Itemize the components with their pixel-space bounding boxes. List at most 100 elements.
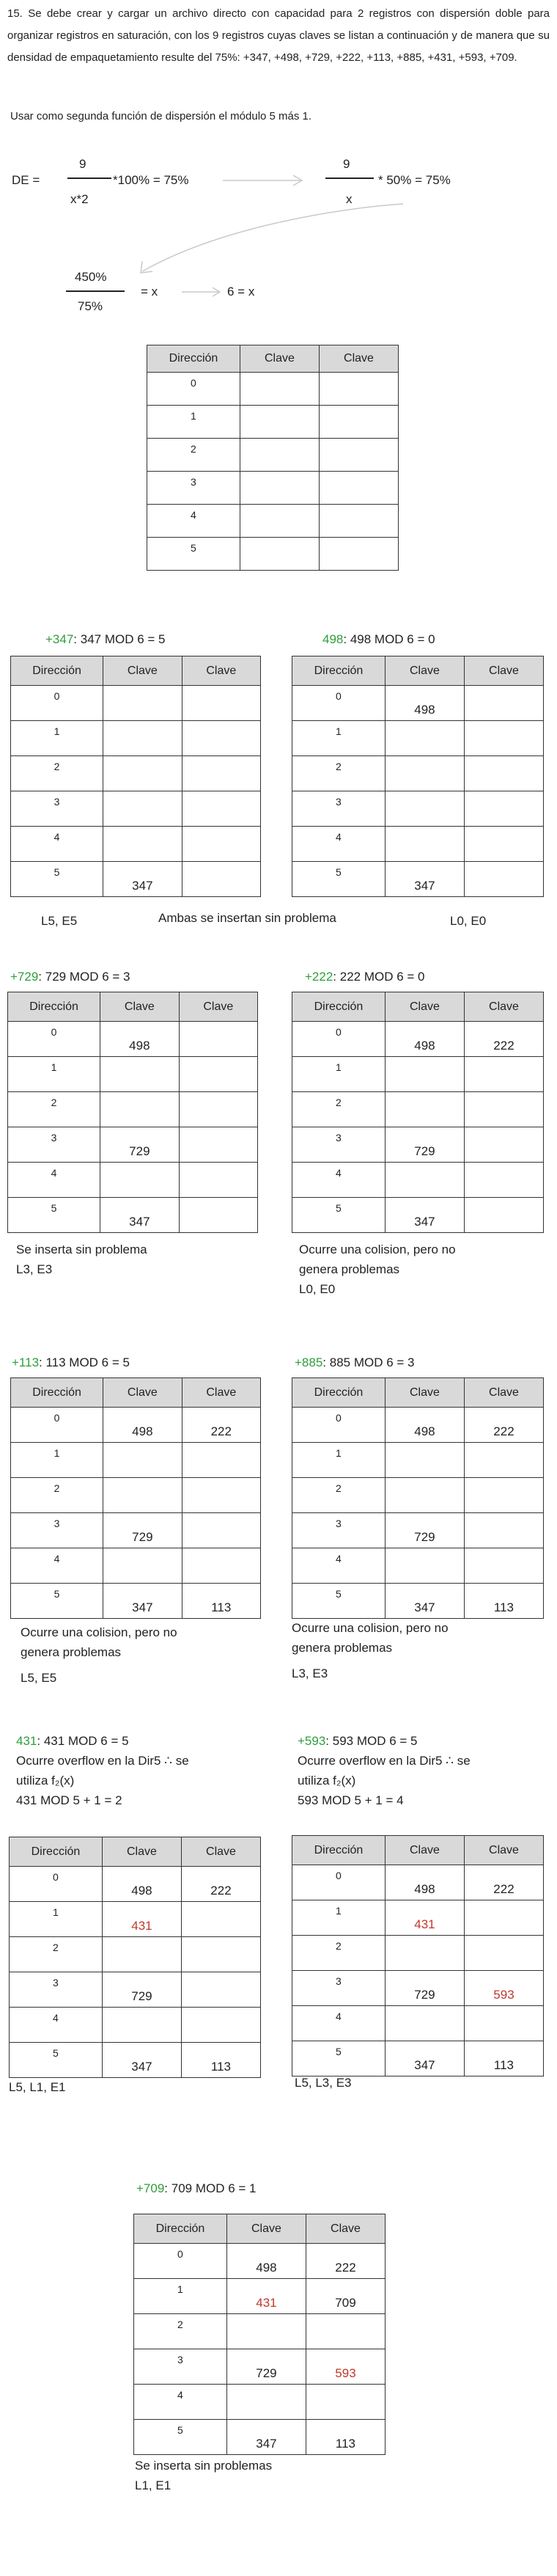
step-heading: +729: 729 MOD 6 = 3 [10, 970, 130, 984]
key-cell: 729 [226, 2349, 306, 2385]
key-cell [318, 405, 399, 439]
key-cell: 593 [463, 1970, 545, 2006]
key-cell: 498 [101, 1866, 182, 1902]
address-cell: 2 [133, 2313, 227, 2349]
table-row: 0 498 222 [10, 1407, 262, 1443]
key-cell [318, 372, 399, 406]
formula-rest1: *100% = 75% [113, 173, 189, 187]
key-cell: 347 [384, 1197, 465, 1233]
col-header-clave: Clave [463, 1835, 545, 1865]
col-header-direccion: Dirección [10, 1377, 104, 1408]
key-cell: 729 [384, 1512, 465, 1548]
address-cell: 0 [9, 1866, 103, 1902]
key-cell [463, 1477, 545, 1513]
key-cell [384, 1056, 465, 1092]
key-cell: 113 [463, 2041, 545, 2076]
address-cell: 4 [10, 826, 104, 862]
col-header-clave: Clave [226, 2214, 306, 2244]
table-row: 1 [7, 1056, 259, 1092]
key-cell [239, 372, 320, 406]
table-row: 4 [147, 504, 399, 538]
table-row: 2 [292, 755, 545, 791]
key-cell: 498 [103, 1407, 182, 1443]
key-cell [101, 2007, 182, 2043]
address-cell: 3 [292, 791, 386, 827]
table-row: 5 347 [292, 861, 545, 897]
key-cell [181, 1548, 262, 1584]
address-cell: 3 [133, 2349, 227, 2385]
table-row: 2 [292, 1477, 545, 1513]
col-header-clave: Clave [384, 1835, 465, 1865]
key-cell [100, 1056, 180, 1092]
col-header-clave: Clave [181, 1377, 262, 1408]
table-row: 4 [292, 2005, 545, 2041]
key-cell [384, 1162, 465, 1198]
key-cell [181, 826, 262, 862]
key-cell [100, 1162, 180, 1198]
step-note-block: Ocurre una colision, pero no genera probl… [21, 1625, 177, 1685]
address-cell: 0 [292, 1865, 386, 1900]
table-row: 3 729 [292, 1127, 545, 1163]
address-cell: 5 [292, 1197, 386, 1233]
address-cell: 2 [10, 755, 104, 791]
hash-table-step-9: Dirección Clave Clave 0 498 222 1 431 709 2 3 729 59… [133, 2214, 386, 2455]
address-cell: 1 [292, 720, 386, 756]
table-row: 2 [10, 1477, 262, 1513]
key-cell: 347 [101, 2042, 182, 2078]
step-heading: +222: 222 MOD 6 = 0 [305, 970, 425, 984]
key-cell: 347 [103, 861, 182, 897]
key-cell: 498 [384, 1865, 465, 1900]
table-row: 0 [10, 685, 262, 721]
formula-den1: x*2 [70, 192, 89, 206]
key-cell [384, 791, 465, 827]
table-row: 3 729 [7, 1127, 259, 1163]
address-cell: 4 [292, 826, 386, 862]
key-cell [463, 1900, 545, 1936]
key-cell [305, 2313, 386, 2349]
key-cell: 498 [384, 685, 465, 721]
address-cell: 5 [292, 861, 386, 897]
key-cell [178, 1021, 259, 1057]
key-cell [318, 537, 399, 571]
address-cell: 3 [292, 1127, 386, 1163]
table-row: 4 [7, 1162, 259, 1198]
col-header-clave: Clave [181, 656, 262, 686]
address-cell: 4 [292, 1548, 386, 1584]
key-cell [463, 1548, 545, 1584]
step-note: L5, L1, E1 [9, 2080, 66, 2094]
key-cell: 222 [463, 1021, 545, 1057]
step-note-block: Se inserta sin problemas L1, E1 [135, 2459, 273, 2492]
step-note: L0, E0 [450, 914, 487, 928]
key-cell [180, 1901, 262, 1937]
table-row: 2 [9, 1936, 262, 1972]
table-row: 0 498 222 [292, 1021, 545, 1057]
table-row: 4 [292, 1162, 545, 1198]
address-cell: 1 [10, 720, 104, 756]
table-row: 2 [10, 755, 262, 791]
address-cell: 2 [292, 1091, 386, 1127]
col-header-clave: Clave [463, 992, 545, 1022]
key-cell [103, 791, 182, 827]
formula-num3: 450% [75, 270, 107, 284]
table-row: 5 347 [10, 861, 262, 897]
address-cell: 5 [10, 861, 104, 897]
table-row: 2 [147, 438, 399, 472]
col-header-direccion: Dirección [9, 1837, 103, 1867]
hash-table-step-2: Dirección Clave Clave 0 498 1 2 3 4 5 347 [292, 656, 545, 897]
key-cell: 113 [180, 2042, 262, 2078]
step-note-block: Ocurre una colision, pero no genera probl… [292, 1621, 449, 1680]
key-cell [463, 2005, 545, 2041]
key-cell [181, 755, 262, 791]
table-row: 4 [10, 826, 262, 862]
table-row: 0 498 222 [133, 2243, 386, 2279]
table-row: 0 498 [7, 1021, 259, 1057]
key-cell [103, 685, 182, 721]
address-cell: 1 [292, 1056, 386, 1092]
address-cell: 4 [292, 1162, 386, 1198]
key-cell [180, 1972, 262, 2008]
key-cell [318, 504, 399, 538]
table-row: 1 [292, 1056, 545, 1092]
col-header-clave: Clave [100, 992, 180, 1022]
formula-den3: 75% [78, 299, 103, 313]
table-row: 5 347 [292, 1197, 545, 1233]
